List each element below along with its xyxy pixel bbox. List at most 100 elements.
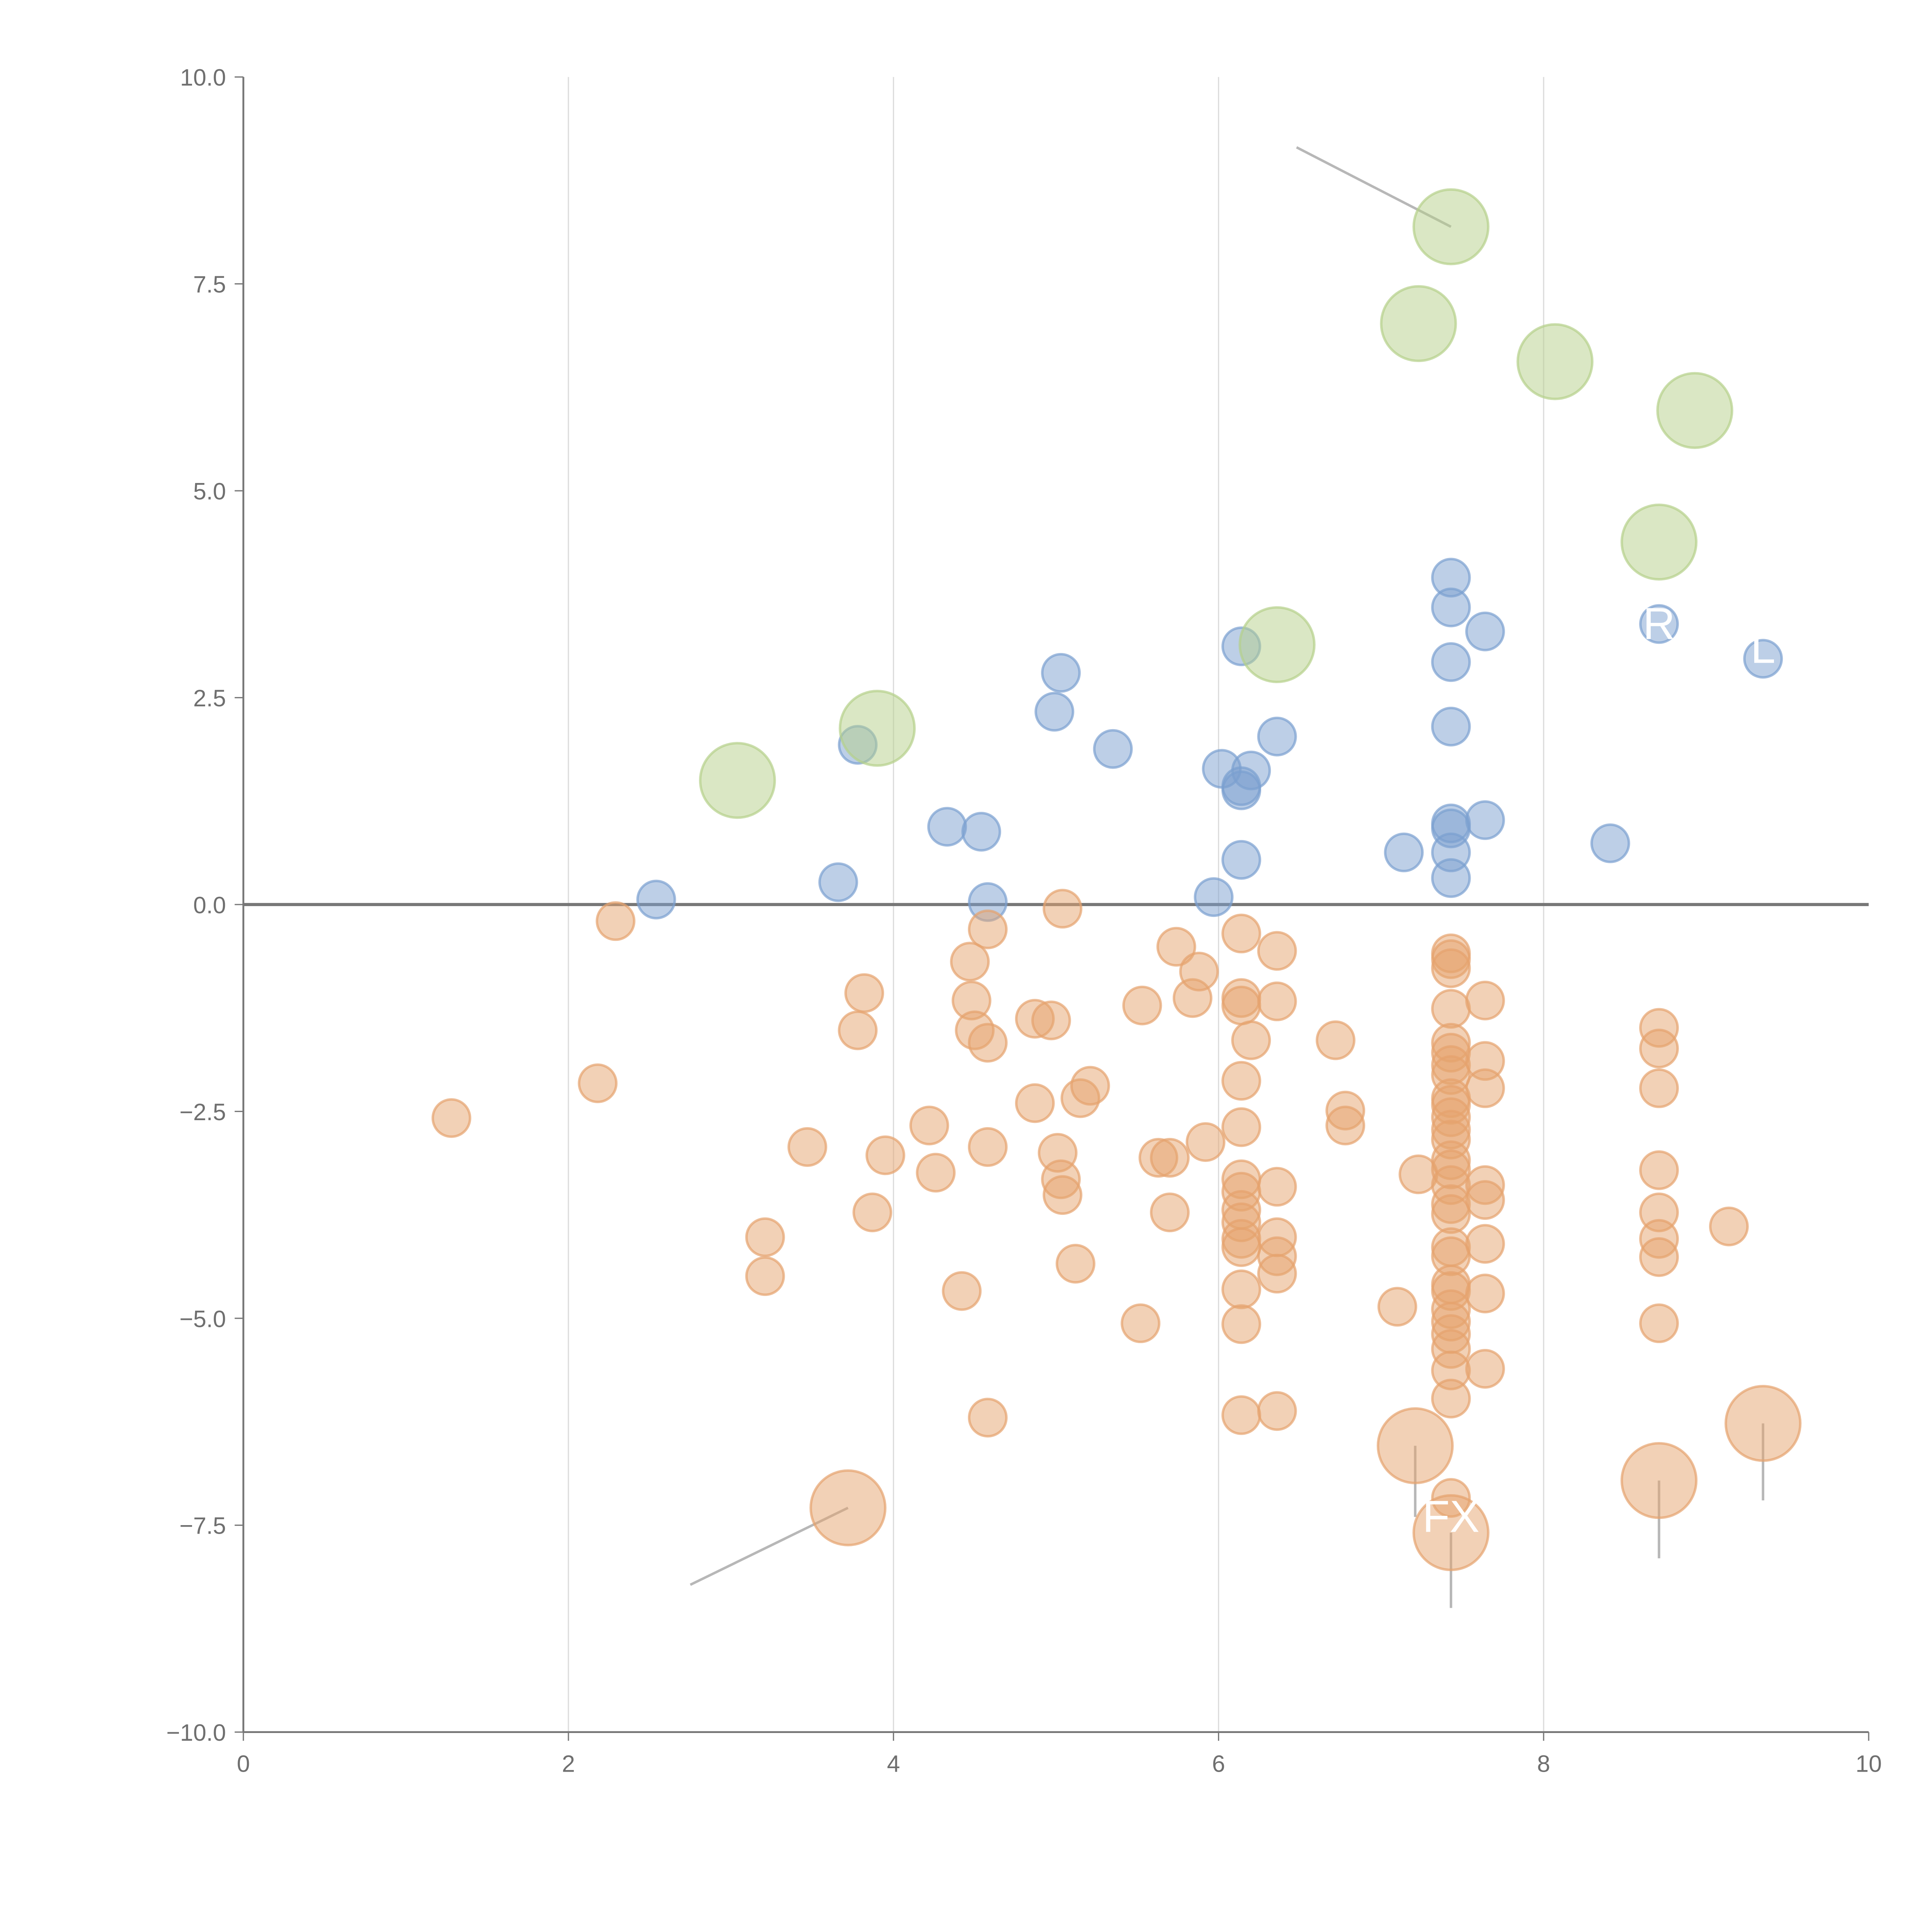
data-point-orange bbox=[968, 909, 1008, 949]
data-point-orange-large bbox=[1620, 1442, 1698, 1519]
data-point-orange bbox=[1316, 1020, 1355, 1060]
data-point-blue bbox=[927, 807, 967, 847]
data-point-orange bbox=[1221, 1227, 1261, 1267]
data-points bbox=[431, 188, 1802, 1571]
x-tick-label: 4 bbox=[887, 1750, 900, 1777]
data-point-blue bbox=[818, 862, 858, 902]
data-point-orange bbox=[968, 1398, 1008, 1438]
data-point-orange bbox=[1639, 1068, 1679, 1108]
data-point-orange bbox=[1221, 913, 1261, 954]
data-point-orange bbox=[909, 1105, 949, 1146]
data-point-blue bbox=[1431, 587, 1471, 628]
data-point-orange bbox=[1121, 1303, 1161, 1344]
x-tick-label: 0 bbox=[237, 1750, 250, 1777]
data-point-orange bbox=[1221, 1061, 1261, 1101]
data-point-orange bbox=[1325, 1105, 1366, 1146]
data-point-blue bbox=[1041, 653, 1081, 693]
data-point-green bbox=[1412, 188, 1490, 265]
data-point-orange bbox=[1185, 1122, 1226, 1162]
y-tick-label: −2.5 bbox=[179, 1099, 226, 1125]
data-point-blue bbox=[1257, 716, 1297, 757]
data-point-orange bbox=[1431, 1194, 1471, 1234]
data-point-blue bbox=[1431, 642, 1471, 682]
data-point-orange bbox=[852, 1192, 893, 1233]
data-point-orange bbox=[844, 973, 884, 1013]
data-point-orange bbox=[1043, 889, 1083, 929]
data-point-orange bbox=[578, 1063, 618, 1103]
x-tick-label: 8 bbox=[1537, 1750, 1550, 1777]
data-point-blue bbox=[1743, 639, 1783, 679]
data-point-blue bbox=[1093, 729, 1133, 769]
data-point-orange bbox=[1465, 1068, 1505, 1108]
data-point-orange-large bbox=[809, 1469, 887, 1546]
data-point-green bbox=[838, 690, 916, 767]
data-point-blue bbox=[1639, 604, 1679, 644]
data-point-green bbox=[699, 742, 776, 819]
data-point-orange bbox=[1015, 1083, 1055, 1123]
data-point-orange bbox=[1070, 1066, 1110, 1106]
data-point-orange-large bbox=[1376, 1407, 1454, 1485]
data-point-blue bbox=[1221, 840, 1261, 880]
data-point-orange bbox=[1150, 1138, 1190, 1178]
data-point-orange bbox=[916, 1153, 956, 1193]
x-tick-label: 10 bbox=[1855, 1750, 1882, 1777]
y-tick-label: −10.0 bbox=[166, 1719, 226, 1746]
point-label: FX bbox=[1422, 1491, 1480, 1541]
point-labels: FX R L bbox=[1422, 598, 1776, 1541]
data-point-orange bbox=[1257, 981, 1297, 1021]
data-point-orange bbox=[1221, 1107, 1261, 1147]
data-point-orange bbox=[1465, 1224, 1505, 1264]
data-point-orange bbox=[1043, 1175, 1083, 1215]
data-point-orange bbox=[1465, 980, 1505, 1020]
data-point-orange bbox=[1465, 1180, 1505, 1220]
data-point-green bbox=[1238, 606, 1316, 684]
data-point-blue bbox=[1465, 611, 1505, 651]
axes: 0 2 4 6 8 10 10.0 7.5 5.0 2.5 0.0 −2.5 −5.0 −7.5 −10.0 bbox=[166, 65, 1882, 1777]
data-point-orange bbox=[1257, 1391, 1297, 1431]
data-point-blue bbox=[1431, 858, 1471, 898]
data-point-blue bbox=[1194, 877, 1234, 917]
data-point-orange bbox=[838, 1010, 878, 1050]
data-point-orange bbox=[1431, 948, 1471, 988]
point-label: L bbox=[1751, 622, 1776, 673]
data-point-orange bbox=[1465, 1349, 1505, 1389]
data-point-orange bbox=[1377, 1287, 1417, 1327]
data-point-orange bbox=[1639, 1150, 1679, 1190]
data-point-orange bbox=[1221, 1304, 1261, 1344]
data-point-green bbox=[1620, 503, 1698, 581]
data-point-blue bbox=[1384, 832, 1424, 872]
data-point-orange bbox=[1031, 1000, 1071, 1041]
data-point-orange bbox=[1231, 1020, 1271, 1060]
data-point-orange bbox=[1709, 1206, 1749, 1247]
data-point-blue bbox=[1590, 823, 1630, 863]
y-tick-label: −5.0 bbox=[179, 1306, 226, 1332]
data-point-orange bbox=[1431, 1379, 1471, 1418]
y-tick-label: 5.0 bbox=[193, 478, 226, 505]
data-point-orange bbox=[1221, 1395, 1261, 1435]
data-point-orange bbox=[1150, 1192, 1190, 1233]
data-point-orange bbox=[787, 1127, 827, 1167]
data-point-orange bbox=[745, 1256, 785, 1296]
data-point-orange bbox=[1639, 1237, 1679, 1277]
data-point-orange bbox=[1639, 1303, 1679, 1344]
x-tick-label: 6 bbox=[1212, 1750, 1225, 1777]
data-point-green bbox=[1656, 372, 1733, 449]
data-point-orange bbox=[1257, 1167, 1297, 1207]
data-point-orange bbox=[1221, 1269, 1261, 1310]
data-point-blue bbox=[1034, 692, 1075, 732]
data-point-orange bbox=[431, 1098, 471, 1138]
data-point-orange bbox=[1639, 1029, 1679, 1069]
y-tick-label: 7.5 bbox=[193, 271, 226, 298]
data-point-orange-large bbox=[1725, 1385, 1802, 1462]
data-point-blue bbox=[1465, 800, 1505, 840]
y-tick-label: 0.0 bbox=[193, 892, 226, 918]
y-tick-label: 10.0 bbox=[180, 65, 226, 91]
data-point-orange bbox=[1122, 985, 1162, 1026]
data-point-orange bbox=[968, 1127, 1008, 1167]
data-point-orange bbox=[1465, 1274, 1505, 1313]
data-point-orange bbox=[968, 1023, 1008, 1063]
data-point-orange bbox=[595, 901, 636, 941]
data-point-orange bbox=[1179, 952, 1219, 992]
data-point-blue bbox=[636, 879, 676, 920]
